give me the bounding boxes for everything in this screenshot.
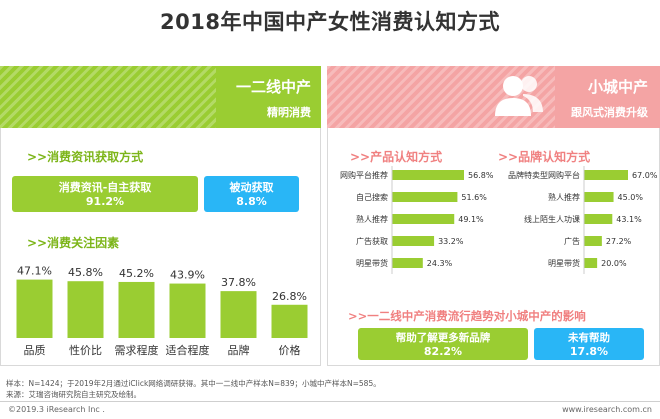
brand-category-label: 品牌特卖型网购平台 bbox=[508, 170, 580, 180]
impact-unhelpful-value: 17.8% bbox=[569, 345, 609, 358]
right-header-subtitle: 跟风式消费升级 bbox=[571, 106, 648, 119]
self-acquire-value: 91.2% bbox=[85, 195, 125, 208]
passive-acquire-label: 被动获取 bbox=[229, 181, 274, 194]
focus-factors-title: >>消费关注因素 bbox=[27, 236, 120, 250]
brand-category-label: 熟人推荐 bbox=[548, 192, 580, 202]
brand-bar bbox=[584, 258, 598, 268]
brand-cognition-chart: 品牌特卖型网购平台 67.0% 熟人推荐 45.0% 线上陌生人功课 43.1% 广告 27.… bbox=[508, 166, 658, 274]
brand-bar bbox=[584, 214, 613, 224]
self-acquire-label: 消费资讯-自主获取 bbox=[58, 181, 152, 194]
right-header-box bbox=[555, 66, 660, 128]
brand-cognition-title: >>品牌认知方式 bbox=[498, 150, 591, 164]
product-bar bbox=[392, 236, 435, 246]
right-header: 小城中产 跟风式消费升级 bbox=[327, 66, 660, 128]
product-category-label: 自己搜索 bbox=[356, 192, 388, 202]
focus-factors-chart: 47.1% 品质 45.8% 性价比 45.2% 需求程度 43.9% 适合程度 37.8% 品牌… bbox=[16, 265, 308, 357]
focus-bar bbox=[220, 291, 257, 338]
brand-bar-value: 43.1% bbox=[616, 215, 642, 224]
impact-helpful-label: 帮助了解更多新品牌 bbox=[395, 332, 491, 344]
brand-bar-value: 27.2% bbox=[606, 237, 632, 246]
brand-bar-value: 45.0% bbox=[618, 193, 644, 202]
focus-bar bbox=[16, 279, 53, 338]
brand-bar bbox=[584, 236, 602, 246]
people-icon bbox=[495, 76, 543, 116]
product-category-label: 明星带货 bbox=[356, 258, 388, 268]
brand-bar-value: 67.0% bbox=[632, 171, 658, 180]
copyright: ©2019.3 iResearch Inc . bbox=[8, 405, 105, 414]
impact-helpful-value: 82.2% bbox=[423, 345, 463, 358]
self-acquire-bar: 消费资讯-自主获取 91.2% bbox=[12, 176, 198, 212]
right-body: >>产品认知方式 >>品牌认知方式 网购平台推荐 56.8% 自己搜索 51.6% 熟人… bbox=[327, 128, 660, 366]
focus-bar-value: 43.9% bbox=[170, 269, 205, 282]
focus-bar bbox=[118, 281, 155, 338]
left-panel: 一二线中产 精明消费 >>消费资讯获取方式 消费资讯-自主获取 91.2% 被动… bbox=[0, 66, 321, 366]
focus-category-label: 品牌 bbox=[228, 343, 250, 357]
passive-acquire-value: 8.8% bbox=[236, 195, 267, 208]
website-link[interactable]: www.iresearch.com.cn bbox=[562, 405, 652, 414]
product-bar-value: 51.6% bbox=[461, 193, 487, 202]
source-note: 来源：艾瑞咨询研究院自主研究及绘制。 bbox=[6, 390, 141, 399]
product-bar bbox=[392, 258, 423, 268]
product-category-label: 网购平台推荐 bbox=[340, 170, 388, 180]
product-bar-value: 33.2% bbox=[438, 237, 464, 246]
focus-bar-value: 37.8% bbox=[221, 276, 256, 289]
brand-category-label: 明星带货 bbox=[548, 258, 580, 268]
left-header-subtitle: 精明消费 bbox=[267, 106, 311, 119]
footer-divider bbox=[0, 401, 660, 402]
focus-bar-value: 45.2% bbox=[119, 267, 154, 280]
focus-category-label: 适合程度 bbox=[166, 343, 210, 357]
focus-category-label: 性价比 bbox=[69, 343, 102, 357]
product-cognition-chart: 网购平台推荐 56.8% 自己搜索 51.6% 熟人推荐 49.1% 广告获取 33.2% 明星… bbox=[340, 166, 494, 274]
product-cognition-title: >>产品认知方式 bbox=[350, 150, 443, 164]
impact-unhelpful-bar: 未有帮助 17.8% bbox=[534, 328, 644, 360]
focus-bar-value: 45.8% bbox=[68, 266, 103, 279]
product-bar-value: 49.1% bbox=[458, 215, 484, 224]
product-bar bbox=[392, 214, 455, 224]
focus-category-label: 需求程度 bbox=[115, 343, 159, 357]
focus-bar bbox=[169, 283, 206, 338]
product-category-label: 熟人推荐 bbox=[356, 214, 388, 224]
left-header-box bbox=[216, 66, 321, 128]
impact-helpful-bar: 帮助了解更多新品牌 82.2% bbox=[358, 328, 528, 360]
product-category-label: 广告获取 bbox=[356, 236, 388, 246]
passive-acquire-bar: 被动获取 8.8% bbox=[204, 176, 299, 212]
focus-bar-value: 26.8% bbox=[272, 290, 307, 303]
right-header-title: 小城中产 bbox=[587, 78, 648, 96]
product-bar bbox=[392, 170, 464, 180]
right-panel: 小城中产 跟风式消费升级 >>产品认知方式 >>品牌认知方式 网购平台推荐 56.… bbox=[327, 66, 660, 366]
impact-title: >>一二线中产消费流行趋势对小城中产的影响 bbox=[348, 309, 586, 323]
product-bar-value: 24.3% bbox=[427, 259, 453, 268]
page-title: 2018年中国中产女性消费认知方式 bbox=[160, 10, 500, 34]
info-source-title: >>消费资讯获取方式 bbox=[27, 150, 144, 164]
focus-category-label: 品质 bbox=[24, 344, 46, 357]
sample-note: 样本：N=1424；于2019年2月通过iClick网络调研获得。其中一二线中产… bbox=[6, 379, 381, 388]
brand-category-label: 广告 bbox=[564, 236, 580, 246]
brand-bar bbox=[584, 170, 628, 180]
impact-unhelpful-label: 未有帮助 bbox=[568, 332, 610, 344]
focus-bar-value: 47.1% bbox=[17, 265, 52, 278]
brand-bar bbox=[584, 192, 614, 202]
brand-bar-value: 20.0% bbox=[601, 259, 627, 268]
product-bar bbox=[392, 192, 458, 202]
focus-category-label: 价格 bbox=[279, 343, 301, 357]
focus-bar bbox=[271, 304, 308, 338]
product-bar-value: 56.8% bbox=[468, 171, 494, 180]
left-header-title: 一二线中产 bbox=[235, 78, 311, 96]
left-body: >>消费资讯获取方式 消费资讯-自主获取 91.2% 被动获取 8.8% >>消… bbox=[0, 128, 321, 366]
brand-category-label: 线上陌生人功课 bbox=[524, 214, 580, 224]
focus-bar bbox=[67, 281, 104, 338]
left-header: 一二线中产 精明消费 bbox=[0, 66, 321, 128]
